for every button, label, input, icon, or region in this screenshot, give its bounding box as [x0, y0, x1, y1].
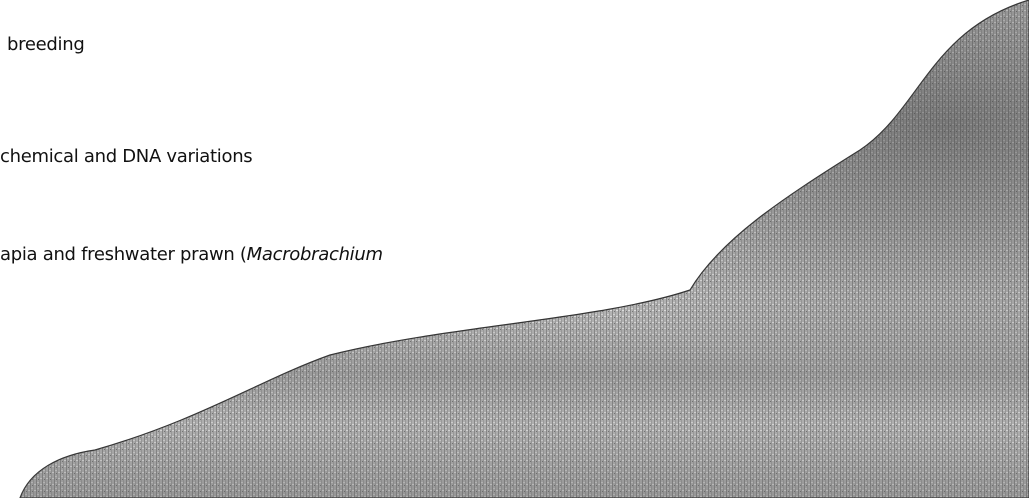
text-line: apia and freshwater prawn (Macrobrachium [0, 244, 383, 265]
italic-text: Macrobrachium [247, 244, 383, 265]
document-page: breeding chemical and DNA variations api… [0, 0, 1029, 498]
text-span: apia and freshwater prawn ( [0, 244, 247, 265]
text-line: chemical and DNA variations [0, 146, 252, 167]
text-line: breeding [7, 34, 84, 55]
